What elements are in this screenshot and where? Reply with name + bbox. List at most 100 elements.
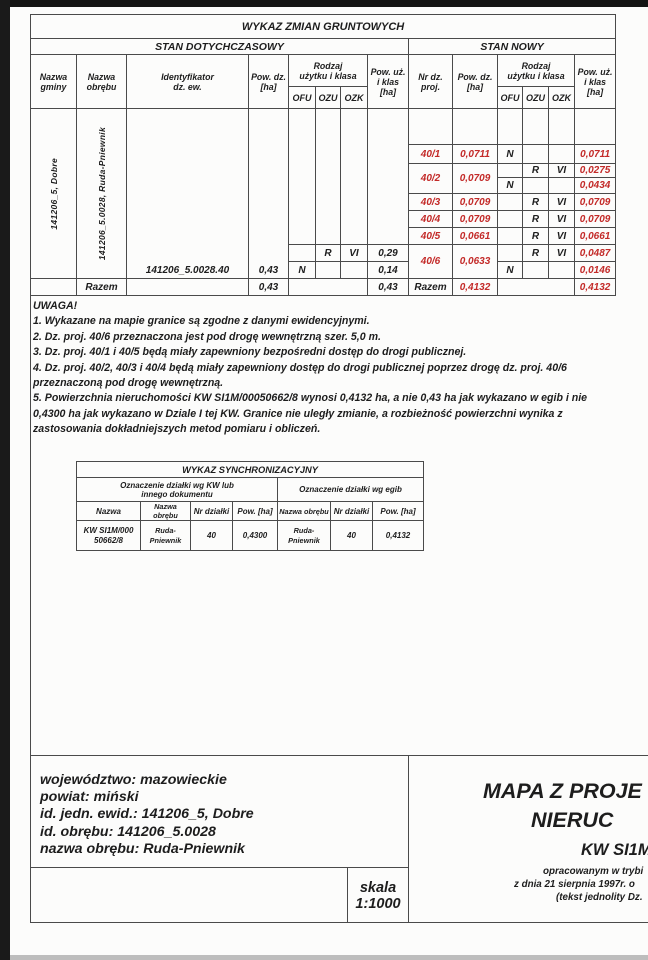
table-row-40-3: 40/3 0,0709 R VI 0,0709: [31, 193, 617, 211]
cell-new-razem-area: 0,4132: [452, 278, 498, 296]
info-unit-id: id. jedn. ewid.: 141206_5, Dobre: [40, 806, 254, 823]
cell-new-nr: 40/2: [408, 163, 453, 194]
cell-new-nr: 40/4: [408, 210, 453, 228]
table-row-razem: Razem 0,43 0,43 Razem 0,4132 0,4132: [30, 278, 617, 296]
sync-group-egib: Oznaczenie działki wg egib: [276, 477, 425, 502]
subheader-ofu-new: OFU: [497, 86, 523, 109]
map-title-subline-2: z dnia 21 sierpnia 1997r. o: [514, 879, 635, 890]
title-block-divider: [408, 755, 409, 923]
cell-new-nr: 40/1: [408, 144, 453, 164]
sync-col-nr-kw: Nr działki: [190, 501, 233, 521]
cell-identyfikator: 141206_5.0028.40: [126, 108, 249, 279]
cell-new-use-area: 0,0487: [573, 244, 617, 262]
note-line: 1. Wykazane na mapie granice są zgodne z…: [33, 315, 370, 328]
sync-cell-nazwa: KW SI1M/000 50662/8: [76, 520, 141, 551]
cell-spacer: [573, 108, 617, 145]
scan-edge-left: [0, 0, 10, 960]
cell-old-ozk: [340, 261, 368, 279]
cell-new-ozk: VI: [548, 193, 575, 211]
table-row-40-2b: N 0,0434: [31, 177, 617, 194]
table-row-40-4: 40/4 0,0709 R VI 0,0709: [31, 210, 617, 228]
cell-new-ozu: R: [522, 227, 549, 245]
table-row: 141206_5, Dobre 141206_5.0028, Ruda-Pnie…: [30, 108, 617, 279]
scale-label: skala: [359, 879, 397, 896]
main-table-title: WYKAZ ZMIAN GRUNTOWYCH: [29, 14, 617, 39]
sync-col-obreb-kw: Nazwa obrębu: [140, 501, 191, 521]
cell-new-ofu: [497, 227, 523, 245]
cell-new-area: 0,0633: [452, 244, 498, 279]
cell-old-powuz-spacer: [367, 108, 409, 245]
cell-new-use-area: 0,0709: [573, 210, 617, 228]
cell-old-ozk: VI: [340, 244, 368, 262]
scale-value: 1:1000: [355, 895, 401, 912]
cell-new-area: 0,0661: [452, 227, 498, 245]
cell-new-ofu: [497, 193, 523, 211]
cell-new-ozu: R: [522, 244, 549, 262]
subheader-ozu-new: OZU: [522, 86, 549, 109]
scan-edge-bottom: [10, 955, 648, 960]
note-line: 5. Powierzchnia nieruchomości KW SI1M/00…: [33, 392, 588, 405]
subheader-ozk-new: OZK: [548, 86, 575, 109]
info-precinct-name: nazwa obrębu: Ruda-Pniewnik: [40, 840, 245, 857]
sync-cell-nr-kw: 40: [190, 520, 233, 551]
cell-new-ozk: [548, 144, 575, 164]
cell-new-ofu: [497, 210, 523, 228]
cell-old-ofu: N: [288, 261, 316, 279]
cell-spacer: [408, 108, 453, 145]
cell-new-nr: 40/3: [408, 193, 453, 211]
col-header-nazwa-gminy: Nazwa gminy: [30, 54, 77, 109]
cell-new-use-area: 0,0709: [573, 193, 617, 211]
cell-old-razem-label: Razem: [76, 278, 127, 296]
cell-old-ozk-spacer: [340, 108, 368, 245]
cell-new-ozu: [522, 261, 549, 279]
cell-new-ofu: [497, 244, 523, 262]
cell-new-ofu: [497, 163, 523, 178]
scale-box: skala 1:1000: [347, 868, 408, 923]
cell-new-ofu: N: [497, 144, 523, 164]
notes-heading: UWAGA!: [33, 300, 78, 312]
cell-new-ozk: VI: [548, 210, 575, 228]
cell-old-ozu: [315, 261, 341, 279]
col-header-pow-uz-new: Pow. uż. i klas [ha]: [573, 54, 617, 109]
cell-spacer: [522, 108, 549, 145]
cell-old-ofu-spacer: [288, 108, 316, 245]
cell-empty: [497, 278, 575, 296]
subheader-ozk-old: OZK: [340, 86, 368, 109]
synchronization-table: WYKAZ SYNCHRONIZACYJNY Oznaczenie działk…: [75, 461, 425, 551]
note-line: 3. Dz. proj. 40/1 i 40/5 będą miały zape…: [33, 346, 467, 359]
sync-col-obreb-egib: Nazwa obrębu: [277, 501, 331, 521]
cell-new-use-area: 0,0146: [573, 261, 617, 279]
cell-new-use-area: 0,0434: [573, 177, 617, 194]
cell-new-razem-label: Razem: [408, 278, 453, 296]
cell-old-razem-area: 0,43: [248, 278, 289, 296]
cell-old-use-area: 0,14: [367, 261, 409, 279]
cell-new-ozk: VI: [548, 163, 575, 178]
cell-gmina: 141206_5, Dobre: [30, 108, 77, 279]
note-line: 0,4300 ha jak wykazano w Dziale I tej KW…: [33, 407, 563, 420]
cell-empty: [30, 278, 77, 296]
section-new-state: STAN NOWY: [407, 38, 617, 55]
info-precinct-id: id. obrębu: 141206_5.0028: [40, 823, 216, 840]
cell-new-razem-use-area: 0,4132: [573, 278, 617, 296]
sync-col-pow-egib: Pow. [ha]: [371, 501, 425, 521]
cell-spacer: [452, 108, 498, 145]
scan-edge-top: [0, 0, 648, 7]
title-block-frame: [30, 755, 648, 923]
sync-table-row: KW SI1M/000 50662/8 Ruda-Pniewnik 40 0,4…: [76, 520, 425, 551]
map-title-line-2: NIERUC: [531, 808, 614, 832]
cell-old-ozu: R: [315, 244, 341, 262]
cell-new-ozk: VI: [548, 227, 575, 245]
col-header-pow-uz-old: Pow. uż. i klas [ha]: [367, 54, 409, 109]
map-title-subline-3: (tekst jednolity Dz.: [556, 892, 643, 903]
cell-old-area: 0,43: [248, 108, 289, 279]
table-row-40-6b: N 0,14 N 0,0146: [31, 261, 617, 279]
col-header-identyfikator: Identyfikator dz. ew.: [126, 54, 249, 109]
cell-new-ofu: N: [497, 261, 523, 279]
cell-new-ozk: [548, 177, 575, 194]
sync-table-title: WYKAZ SYNCHRONIZACYJNY: [75, 461, 425, 478]
cell-old-ofu: [288, 244, 316, 262]
section-old-state: STAN DOTYCHCZASOWY: [30, 38, 409, 55]
land-changes-table: WYKAZ ZMIAN GRUNTOWYCH STAN DOTYCHCZASOW…: [29, 14, 617, 296]
cell-new-nr: 40/6: [408, 244, 453, 279]
